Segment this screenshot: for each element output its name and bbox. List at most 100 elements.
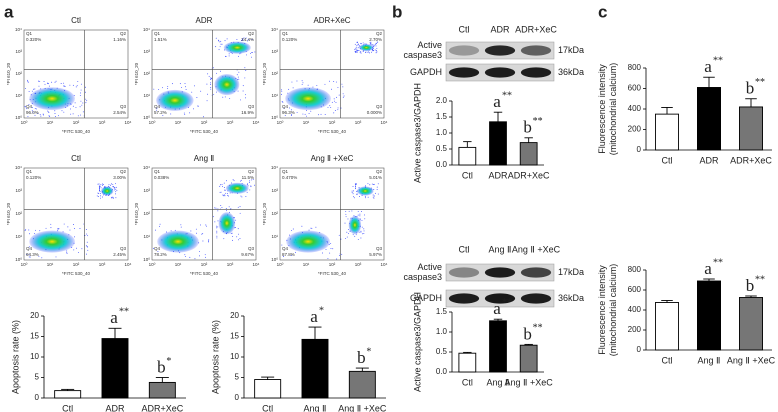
cell-dot	[225, 208, 227, 209]
bar	[148, 381, 176, 399]
cell-dot	[159, 225, 161, 227]
quadrant-name: Q2	[376, 169, 383, 174]
cell-dot	[301, 80, 303, 82]
cell-dot	[333, 81, 335, 82]
cell-dot	[232, 235, 234, 237]
cell-dot	[230, 208, 232, 210]
cell-dot	[58, 115, 59, 117]
cell-dot	[375, 50, 377, 52]
cell-dot	[219, 185, 221, 187]
y-tick-label: 5	[235, 373, 240, 382]
cell-dot	[358, 231, 360, 233]
cell-dot	[224, 189, 225, 191]
quadrant-percent: 1.16%	[113, 37, 126, 42]
cell-dot	[354, 51, 356, 53]
cell-dot	[223, 238, 225, 240]
flow-x-tick: 10²	[73, 262, 80, 267]
flow-x-tick: 10⁰	[277, 262, 284, 267]
flow-x-tick: 10²	[201, 120, 208, 125]
blot-band	[484, 67, 516, 78]
cell-dot	[39, 230, 41, 232]
cell-dot	[189, 112, 191, 114]
cell-dot	[37, 113, 39, 115]
flow-y-tick: 10²	[271, 211, 278, 216]
cell-dot	[246, 40, 248, 42]
annotation-letter: a	[704, 259, 712, 278]
bar	[54, 390, 82, 399]
cell-population	[223, 41, 251, 54]
cell-dot	[357, 49, 359, 51]
cell-dot	[364, 218, 366, 220]
x-tick-label: Ctl	[662, 355, 673, 365]
cell-dot	[214, 221, 216, 223]
cell-dot	[115, 188, 117, 190]
cell-dot	[237, 90, 239, 92]
cell-dot	[356, 42, 358, 44]
blot-band	[448, 267, 480, 278]
cell-dot	[357, 238, 359, 240]
cell-dot	[282, 101, 284, 103]
flow-title: Ang Ⅱ +XeC	[311, 154, 354, 163]
cell-dot	[63, 223, 65, 225]
cell-dot	[210, 79, 211, 81]
annotation-letter: a	[110, 308, 118, 327]
quadrant-name: Q3	[248, 104, 255, 109]
cell-dot	[201, 233, 203, 235]
cell-dot	[360, 43, 361, 45]
cell-dot	[304, 113, 306, 115]
cell-dot	[75, 107, 77, 108]
quadrant-name: Q4	[282, 104, 289, 109]
cell-dot	[114, 187, 116, 189]
cell-dot	[316, 85, 318, 87]
cell-dot	[41, 257, 43, 259]
y-tick-label: 0.5	[436, 347, 448, 356]
flow-y-tick: 10³	[15, 188, 22, 193]
cell-dot	[215, 46, 217, 48]
quadrant-name: Q4	[154, 246, 161, 251]
cell-dot	[77, 251, 79, 253]
flow-x-tick: 10²	[329, 120, 336, 125]
cell-dot	[333, 112, 335, 114]
cell-dot	[362, 50, 364, 52]
cell-dot	[230, 233, 232, 234]
cell-dot	[242, 90, 244, 92]
cell-dot	[245, 94, 246, 96]
cell-dot	[213, 67, 215, 69]
cell-dot	[227, 194, 228, 196]
cell-dot	[245, 97, 247, 99]
cell-dot	[203, 116, 204, 118]
cell-dot	[189, 256, 191, 258]
y-tick-label: 20	[30, 311, 39, 320]
cell-dot	[206, 100, 208, 102]
cell-dot	[73, 224, 74, 225]
cell-dot	[369, 184, 371, 186]
y-tick-label: 800	[628, 265, 642, 274]
cell-dot	[376, 48, 378, 49]
cell-dot	[208, 241, 210, 243]
flow-y-tick: 10⁴	[271, 165, 278, 170]
cell-dot	[224, 40, 226, 42]
cell-dot	[232, 179, 234, 181]
blot-row-label: GAPDH	[410, 293, 442, 303]
cell-dot	[237, 76, 239, 78]
cell-dot	[180, 226, 182, 228]
cell-dot	[194, 258, 196, 260]
cell-dot	[331, 101, 333, 103]
cell-dot	[336, 258, 338, 260]
flow-x-tick: 10³	[227, 120, 234, 125]
cell-dot	[181, 87, 182, 88]
flow-x-label: *FITC 530_40	[318, 129, 347, 134]
cell-dot	[338, 234, 340, 236]
flow-y-tick: 10³	[143, 188, 150, 193]
y-tick-label: 15	[30, 332, 39, 341]
cell-dot	[248, 181, 250, 183]
cell-dot	[357, 44, 359, 46]
cell-dot	[376, 189, 378, 190]
annotation-stars: **	[713, 257, 723, 268]
cell-dot	[156, 107, 158, 109]
cell-dot	[346, 236, 348, 238]
y-tick-label: 0	[637, 145, 642, 154]
cell-dot	[207, 93, 209, 95]
cell-dot	[197, 105, 199, 107]
y-tick-label: 1.0	[436, 327, 448, 336]
